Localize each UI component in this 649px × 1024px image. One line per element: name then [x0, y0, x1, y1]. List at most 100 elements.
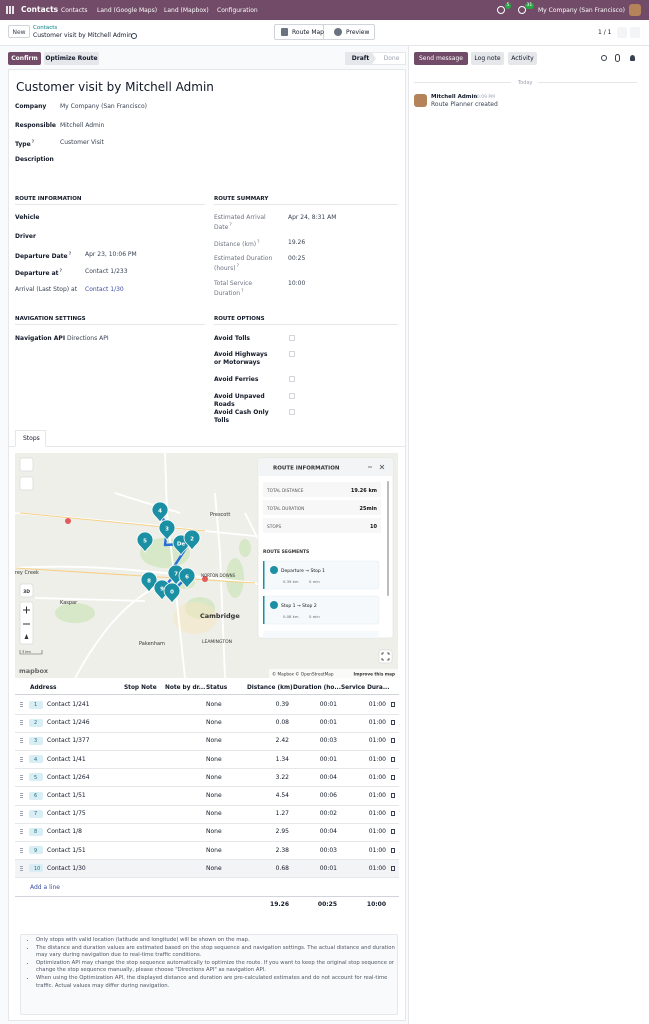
status-draft[interactable]: Draft — [345, 52, 376, 65]
delete-icon[interactable] — [391, 793, 395, 798]
delete-icon[interactable] — [391, 811, 395, 817]
menu-item[interactable]: Contacts — [61, 7, 88, 14]
nav-icon[interactable] — [497, 6, 505, 14]
delete-icon[interactable] — [391, 774, 395, 780]
nav-icon[interactable] — [518, 6, 526, 14]
view-button[interactable]: Preview — [346, 29, 370, 36]
stop-distance: 2.95 — [275, 828, 289, 836]
gear-icon[interactable] — [131, 33, 137, 39]
delete-icon[interactable] — [391, 756, 395, 762]
stop-marker[interactable] — [183, 529, 201, 551]
menu-item[interactable]: Land (Mapbox) — [164, 7, 209, 14]
road — [164, 453, 186, 678]
drag-handle[interactable] — [20, 756, 23, 763]
row-rule — [15, 768, 399, 770]
drag-handle[interactable] — [20, 774, 23, 781]
delete-icon[interactable] — [391, 738, 395, 744]
send-message-button[interactable]: Send message — [414, 52, 468, 65]
drag-handle[interactable] — [20, 811, 23, 818]
search-icon[interactable] — [601, 55, 607, 61]
delete-icon[interactable] — [391, 829, 395, 835]
drag-handle[interactable] — [20, 720, 23, 727]
stop-service: 01:00 — [368, 701, 386, 708]
delete-icon[interactable] — [391, 720, 395, 726]
field-value: Contact 1/233 — [85, 268, 128, 275]
stop-address: Contact 1/8 — [47, 828, 82, 836]
marker-label: 8 — [147, 579, 151, 585]
map-tool[interactable] — [19, 476, 34, 491]
activity-button[interactable]: Activity — [508, 52, 537, 65]
add-line[interactable]: Add a line — [30, 884, 60, 891]
followers-icon[interactable] — [630, 55, 635, 61]
delete-icon[interactable] — [391, 865, 395, 871]
log-note-button[interactable]: Log note — [471, 52, 504, 65]
drag-handle[interactable] — [20, 829, 23, 836]
park-area — [226, 558, 244, 598]
improve-link[interactable]: Improve this map — [354, 672, 395, 677]
new-button[interactable]: New — [8, 25, 30, 38]
map-tool[interactable] — [19, 457, 34, 472]
drag-handle[interactable] — [20, 702, 23, 708]
urban-area — [173, 602, 217, 634]
stop-marker[interactable] — [151, 501, 169, 523]
segment-accent — [263, 561, 265, 589]
place-label: Pakenham — [139, 641, 165, 647]
column-header: Address — [30, 685, 57, 691]
checkbox[interactable] — [289, 376, 295, 382]
zoom-in[interactable] — [23, 606, 30, 625]
stop-marker[interactable] — [178, 567, 196, 589]
delete-icon[interactable] — [391, 702, 395, 707]
optimize-button[interactable]: Optimize Route — [44, 52, 99, 65]
place-label: Cambridge — [200, 612, 240, 620]
attach-icon[interactable] — [615, 54, 620, 62]
compass[interactable] — [24, 634, 29, 639]
view-button[interactable]: Route Map — [292, 29, 324, 36]
menu-item[interactable]: Configuration — [217, 7, 258, 14]
field-label-text: Type — [15, 141, 31, 148]
status-done[interactable]: Done — [383, 55, 400, 62]
company-switch[interactable]: My Company (San Francisco) — [538, 7, 625, 14]
column-header: Status — [206, 685, 228, 691]
stop-distance: 1.34 — [275, 755, 289, 763]
stop-status: None — [206, 810, 222, 818]
stop-marker[interactable] — [158, 519, 176, 541]
field-label: Estimated Duration (hours)? — [214, 255, 280, 273]
panel-header — [258, 458, 393, 476]
fullscreen-button[interactable] — [378, 649, 393, 664]
column-header: Distance (km) — [247, 685, 293, 691]
checkbox[interactable] — [289, 351, 295, 357]
stop-marker[interactable] — [136, 531, 154, 553]
stop-distance: 1.27 — [275, 810, 289, 818]
stop-distance: 2.42 — [275, 737, 289, 745]
map[interactable]: 4 3 5 De 2 7 6 8 9 0 Prescott NORTON DOWNS Kaspar Cam… — [15, 453, 398, 678]
stop-duration: 00:01 — [319, 755, 337, 763]
menu-item[interactable]: Land (Google Maps) — [97, 7, 158, 14]
stop-address: Contact 1/30 — [47, 864, 86, 872]
drag-handle[interactable] — [20, 865, 23, 872]
avatar[interactable] — [629, 4, 641, 16]
confirm-button[interactable]: Confirm — [8, 52, 41, 65]
drag-handle[interactable] — [20, 738, 23, 745]
pager-next[interactable] — [630, 27, 640, 38]
sequence-number: 1 — [34, 702, 38, 708]
drag-handle[interactable] — [20, 847, 23, 854]
pager-prev[interactable] — [617, 27, 627, 38]
apps-icon[interactable] — [6, 6, 14, 14]
map-zoom[interactable] — [19, 601, 34, 645]
checkbox[interactable] — [289, 335, 295, 341]
section-rule — [15, 324, 205, 325]
header-rule — [15, 694, 399, 695]
stop-marker[interactable] — [163, 582, 181, 604]
marker-label: 6 — [185, 575, 189, 581]
stop-status: None — [206, 846, 222, 854]
tab-label[interactable]: Stops — [23, 435, 40, 442]
checkbox[interactable] — [289, 409, 295, 415]
breadcrumb-parent[interactable]: Contacts — [33, 25, 58, 31]
field-value: Contact 1/30 — [85, 286, 124, 293]
drag-handle[interactable] — [20, 793, 23, 799]
delete-icon[interactable] — [391, 847, 395, 853]
panel-close[interactable] — [368, 464, 385, 470]
divider — [323, 24, 324, 40]
map-3d-button[interactable] — [19, 583, 34, 598]
checkbox[interactable] — [289, 393, 295, 399]
